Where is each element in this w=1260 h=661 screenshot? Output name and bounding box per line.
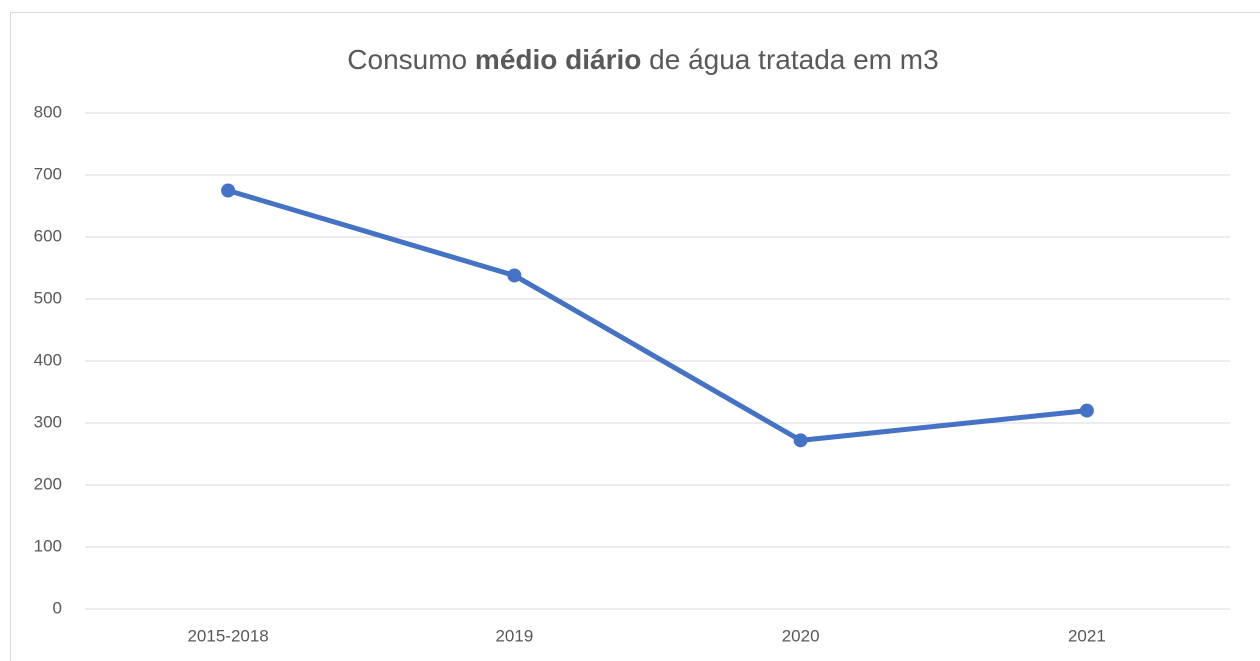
series-line [227, 188, 1088, 443]
chart-border [10, 12, 1260, 661]
y-tick-label: 200 [34, 474, 62, 493]
y-tick-label: 300 [34, 412, 62, 431]
data-point [793, 433, 808, 448]
x-tick-label: 2015-2018 [187, 626, 268, 645]
y-tick-label: 0 [53, 598, 62, 617]
x-tick-label: 2021 [1068, 626, 1106, 645]
title-run: Consumo [347, 44, 475, 75]
y-tick-label: 500 [34, 288, 62, 307]
title-run: médio diário [475, 44, 641, 75]
data-point [221, 183, 236, 198]
y-tick-label: 700 [34, 164, 62, 183]
y-tick-label: 800 [34, 102, 62, 121]
y-tick-label: 400 [34, 350, 62, 369]
title-run: de água tratada em m3 [641, 44, 938, 75]
x-tick-label: 2020 [782, 626, 820, 645]
chart-title: Consumo médio diário de água tratada em … [347, 44, 938, 75]
data-point [1079, 403, 1094, 418]
y-tick-label: 600 [34, 226, 62, 245]
y-tick-label: 100 [34, 536, 62, 555]
x-tick-label: 2019 [495, 626, 533, 645]
data-point [507, 268, 522, 283]
